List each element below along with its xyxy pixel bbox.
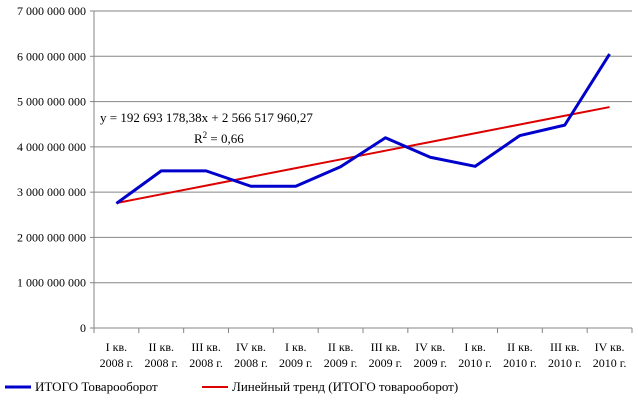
x-tick-label-year: 2008 г. <box>100 356 134 370</box>
x-tick-label-3: IV кв. 2008 г. <box>234 340 268 370</box>
r-squared-value: = 0,66 <box>207 131 244 146</box>
x-tick-label-year: 2010 г. <box>548 356 582 370</box>
x-tick-label-quarter: I кв. <box>106 340 128 354</box>
x-tick-label-year: 2009 г. <box>324 356 358 370</box>
series-line-linear-trend <box>116 106 610 205</box>
r-squared-exponent: 2 <box>203 130 208 140</box>
x-tick-label-6: III кв. 2009 г. <box>369 340 403 370</box>
series-lines <box>115 53 611 205</box>
x-tick-label-year: 2010 г. <box>458 356 492 370</box>
x-tick-label-5: II кв. 2009 г. <box>324 340 358 370</box>
x-tick-label-9: II кв. 2010 г. <box>503 340 537 370</box>
x-tick-label-quarter: I кв. <box>285 340 307 354</box>
legend-label-1: Линейный тренд (ИТОГО товарооборот) <box>232 379 458 394</box>
x-tick-label-quarter: III кв. <box>550 340 579 354</box>
x-tick-label-2: III кв. 2008 г. <box>189 340 223 370</box>
x-axis-tick-labels: I кв. 2008 г.II кв. 2008 г.III кв. 2008 г.I… <box>100 340 627 370</box>
y-tick-label-4: 4 000 000 000 <box>17 140 86 154</box>
x-tick-label-quarter: III кв. <box>191 340 220 354</box>
x-tick-label-0: I кв. 2008 г. <box>100 340 134 370</box>
x-tick-label-quarter: II кв. <box>328 340 354 354</box>
x-tick-label-quarter: I кв. <box>464 340 486 354</box>
x-tick-label-year: 2009 г. <box>279 356 313 370</box>
x-tick-label-1: II кв. 2008 г. <box>144 340 178 370</box>
y-tick-label-1: 1 000 000 000 <box>17 276 86 290</box>
x-tick-label-year: 2008 г. <box>234 356 268 370</box>
x-tick-label-quarter: IV кв. <box>595 340 625 354</box>
x-tick-label-quarter: IV кв. <box>236 340 266 354</box>
x-tick-label-7: IV кв. 2009 г. <box>413 340 447 370</box>
x-tick-label-8: I кв. 2010 г. <box>458 340 492 370</box>
r-squared-prefix: R <box>194 131 203 146</box>
x-tick-label-4: I кв. 2009 г. <box>279 340 313 370</box>
y-tick-label-3: 3 000 000 000 <box>17 185 86 199</box>
legend-label-0: ИТОГО Товарооборот <box>35 379 158 394</box>
x-tick-label-year: 2009 г. <box>369 356 403 370</box>
grid-lines <box>94 10 632 284</box>
x-tick-label-quarter: IV кв. <box>415 340 445 354</box>
y-axis-tick-labels: 0 1 000 000 000 2 000 000 000 3 000 000 000… <box>17 4 86 335</box>
trend-equation: y = 192 693 178,38x + 2 566 517 960,27 <box>100 110 313 125</box>
y-tick-label-0: 0 <box>80 321 86 335</box>
x-tick-label-year: 2010 г. <box>503 356 537 370</box>
y-tick-label-6: 6 000 000 000 <box>17 49 86 63</box>
r-squared-label: R2 = 0,66 <box>194 130 244 146</box>
y-tick-label-2: 2 000 000 000 <box>17 230 86 244</box>
axes <box>90 10 633 333</box>
series-line-total-turnover <box>115 53 611 205</box>
x-tick-label-quarter: II кв. <box>507 340 533 354</box>
y-tick-label-5: 5 000 000 000 <box>17 95 86 109</box>
x-tick-label-11: IV кв. 2010 г. <box>593 340 627 370</box>
x-tick-label-quarter: II кв. <box>149 340 175 354</box>
x-tick-label-10: III кв. 2010 г. <box>548 340 582 370</box>
legend: ИТОГО Товарооборот Линейный тренд (ИТОГО … <box>5 379 458 394</box>
x-tick-label-year: 2010 г. <box>593 356 627 370</box>
x-tick-label-quarter: III кв. <box>371 340 400 354</box>
x-tick-label-year: 2009 г. <box>413 356 447 370</box>
trend-annotation: y = 192 693 178,38x + 2 566 517 960,27 R… <box>100 110 313 146</box>
x-tick-label-year: 2008 г. <box>189 356 223 370</box>
y-tick-label-7: 7 000 000 000 <box>17 4 86 18</box>
x-tick-label-year: 2008 г. <box>144 356 178 370</box>
